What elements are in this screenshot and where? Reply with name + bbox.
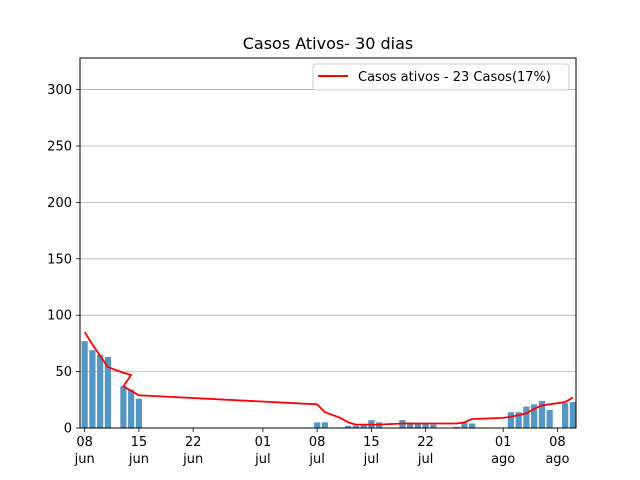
bar xyxy=(345,425,352,428)
bar xyxy=(360,424,367,428)
bar xyxy=(515,412,522,428)
legend-box xyxy=(312,63,570,91)
bar xyxy=(430,424,437,428)
bar xyxy=(321,422,328,428)
x-tick-month-label: jun xyxy=(74,452,95,467)
bar xyxy=(89,350,96,428)
bar xyxy=(97,354,104,428)
bar xyxy=(453,426,460,428)
legend: Casos ativos - 23 Casos(17%) xyxy=(312,63,570,91)
bar xyxy=(461,422,468,428)
legend-entry-label: Casos ativos - 23 Casos(17%) xyxy=(358,70,551,85)
y-tick-label: 100 xyxy=(47,309,72,324)
x-tick-month-label: jun xyxy=(182,452,203,467)
bar xyxy=(422,423,429,428)
bar xyxy=(569,402,576,428)
x-tick-month-label: ago xyxy=(491,452,515,467)
x-tick-day-label: 22 xyxy=(417,435,434,450)
series-line xyxy=(83,331,574,426)
bar xyxy=(507,412,514,428)
x-tick-day-label: 22 xyxy=(185,435,202,450)
line-series xyxy=(83,331,574,426)
x-axis-ticks: 08 jun 15 jun 22 jun 01 jul 08 jul 15 jul 22 jul 01 ago… xyxy=(74,428,570,467)
bar xyxy=(538,400,545,428)
y-tick-label: 250 xyxy=(47,139,72,154)
x-tick-day-label: 08 xyxy=(549,435,566,450)
bar xyxy=(120,386,127,428)
y-tick-label: 200 xyxy=(47,196,72,211)
x-tick-month-label: jul xyxy=(254,452,270,467)
x-tick-month-label: jun xyxy=(128,452,149,467)
x-tick-day-label: 08 xyxy=(76,435,93,450)
bar xyxy=(562,403,569,428)
x-tick-day-label: 08 xyxy=(309,435,326,450)
bar xyxy=(407,422,414,428)
y-axis-ticks: 0 50 100 150 200 250 300 xyxy=(47,83,80,437)
x-tick-month-label: jul xyxy=(417,452,433,467)
x-tick-month-label: jul xyxy=(308,452,324,467)
x-tick-day-label: 01 xyxy=(255,435,272,450)
plot-frame xyxy=(79,57,577,429)
bar xyxy=(523,406,530,428)
bar xyxy=(546,409,553,428)
bar xyxy=(81,341,88,428)
bar xyxy=(469,423,476,428)
bar xyxy=(314,422,321,428)
bar xyxy=(135,398,142,428)
bar xyxy=(531,404,538,428)
bar xyxy=(352,425,359,428)
x-tick-day-label: 15 xyxy=(131,435,148,450)
y-tick-label: 50 xyxy=(55,365,72,380)
y-tick-label: 300 xyxy=(47,83,72,98)
bar-series xyxy=(81,341,576,428)
x-tick-month-label: ago xyxy=(545,452,569,467)
chart-title: Casos Ativos- 30 dias xyxy=(243,34,414,53)
bar xyxy=(414,423,421,428)
x-tick-day-label: 15 xyxy=(363,435,380,450)
x-tick-day-label: 01 xyxy=(495,435,512,450)
bar xyxy=(104,356,111,428)
y-tick-label: 0 xyxy=(64,422,72,437)
bar xyxy=(128,389,135,428)
x-tick-month-label: jul xyxy=(363,452,379,467)
y-gridlines xyxy=(80,89,576,429)
y-tick-label: 150 xyxy=(47,252,72,267)
